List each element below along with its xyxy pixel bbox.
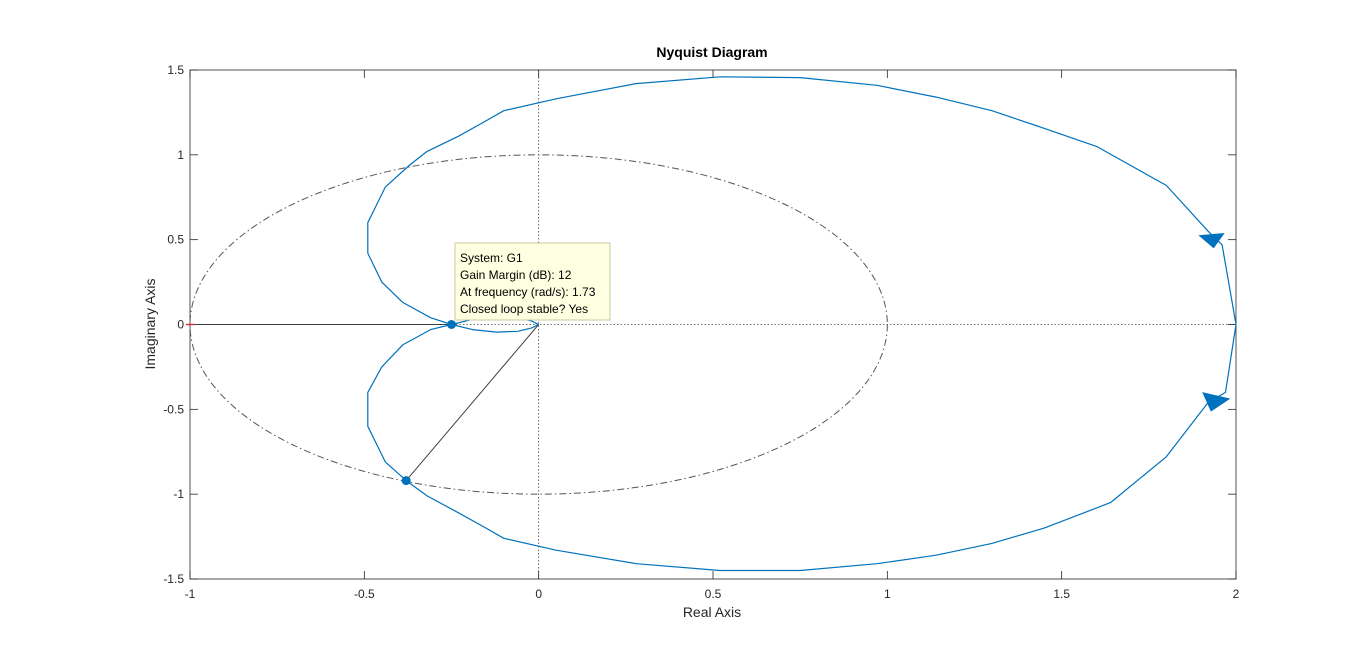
x-tick-label: 1.5 [1053, 587, 1070, 601]
unit-circle-layer [189, 154, 888, 495]
x-tick-label: -1 [185, 587, 196, 601]
y-tick-label: 0.5 [167, 233, 184, 247]
datatip-frequency: At frequency (rad/s): 1.73 [460, 285, 596, 299]
y-tick-label: -1.5 [163, 572, 184, 586]
gain-margin-marker[interactable] [447, 320, 456, 329]
direction-arrow [1198, 233, 1225, 249]
y-tick-label: 1 [177, 148, 184, 162]
x-tick-label: 0 [535, 587, 542, 601]
tick-labels: -1 -0.5 0 0.5 1 1.5 2-1.5-1-0.500.511.5 [163, 63, 1239, 601]
datatip-gain-margin: Gain Margin (dB): 12 [460, 268, 572, 282]
x-tick-label: -0.5 [354, 587, 375, 601]
direction-arrow [1202, 392, 1231, 412]
y-tick-label: -1 [173, 487, 184, 501]
datatip[interactable]: System: G1 Gain Margin (dB): 12 At frequ… [454, 242, 611, 321]
datatip-system: System: G1 [460, 251, 523, 265]
chart-title: Nyquist Diagram [656, 44, 767, 60]
margin-markers[interactable] [401, 320, 456, 486]
y-axis-title: Imaginary Axis [142, 278, 158, 369]
phase-margin-line [405, 324, 540, 481]
x-tick-label: 0.5 [705, 587, 722, 601]
y-tick-label: 1.5 [167, 63, 184, 77]
phase-margin-marker[interactable] [401, 476, 411, 486]
x-axis-title: Real Axis [683, 604, 741, 620]
x-tick-label: 1 [884, 587, 891, 601]
y-tick-label: 0 [177, 318, 184, 332]
unit-circle [189, 154, 888, 495]
datatip-box [454, 242, 611, 321]
y-tick-label: -0.5 [163, 402, 184, 416]
margin-lines [190, 324, 540, 481]
x-tick-label: 2 [1233, 587, 1240, 601]
datatip-stability: Closed loop stable? Yes [460, 302, 588, 316]
plot-area[interactable] [186, 69, 1237, 580]
